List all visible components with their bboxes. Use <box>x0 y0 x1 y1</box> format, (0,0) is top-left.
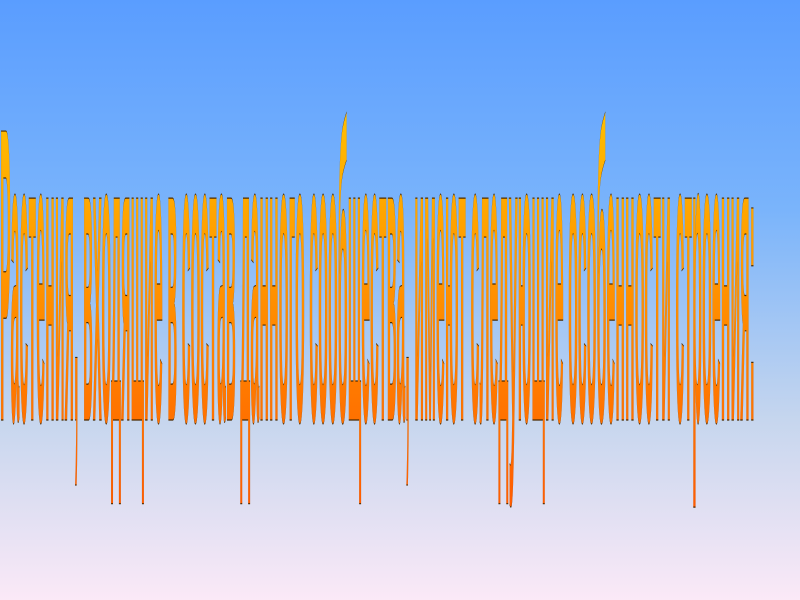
wordart-title: Растения, входящие в состав данного сооб… <box>0 41 755 512</box>
